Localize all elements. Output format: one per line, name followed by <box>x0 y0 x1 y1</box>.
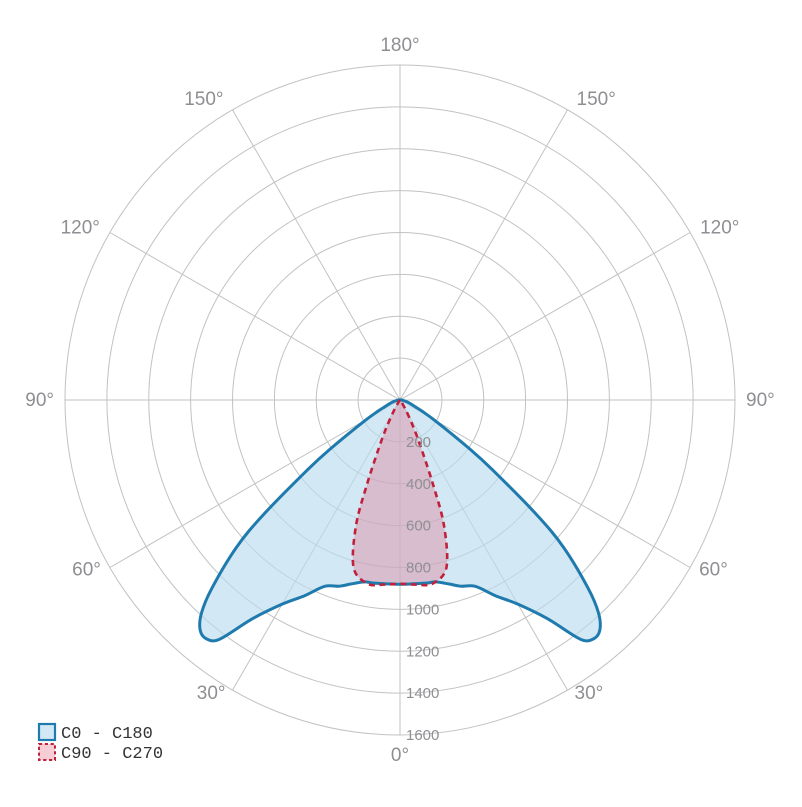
svg-text:1600: 1600 <box>406 727 439 744</box>
svg-text:60°: 60° <box>72 560 101 581</box>
svg-text:1000: 1000 <box>406 601 439 618</box>
svg-text:30°: 30° <box>575 683 604 704</box>
svg-text:150°: 150° <box>184 89 223 110</box>
svg-text:600: 600 <box>406 518 431 535</box>
svg-text:0°: 0° <box>391 745 409 766</box>
svg-text:400: 400 <box>406 476 431 493</box>
svg-text:90°: 90° <box>746 390 775 411</box>
svg-text:90°: 90° <box>25 390 54 411</box>
svg-text:C0 - C180: C0 - C180 <box>61 725 153 744</box>
svg-text:200: 200 <box>406 434 431 451</box>
svg-text:60°: 60° <box>699 560 728 581</box>
svg-text:1200: 1200 <box>406 643 439 660</box>
svg-text:180°: 180° <box>380 35 419 56</box>
svg-text:120°: 120° <box>700 218 739 239</box>
svg-text:800: 800 <box>406 560 431 577</box>
svg-text:1400: 1400 <box>406 685 439 702</box>
svg-text:C90 - C270: C90 - C270 <box>61 745 163 764</box>
svg-text:150°: 150° <box>577 89 616 110</box>
svg-text:120°: 120° <box>61 218 100 239</box>
svg-text:30°: 30° <box>197 683 226 704</box>
